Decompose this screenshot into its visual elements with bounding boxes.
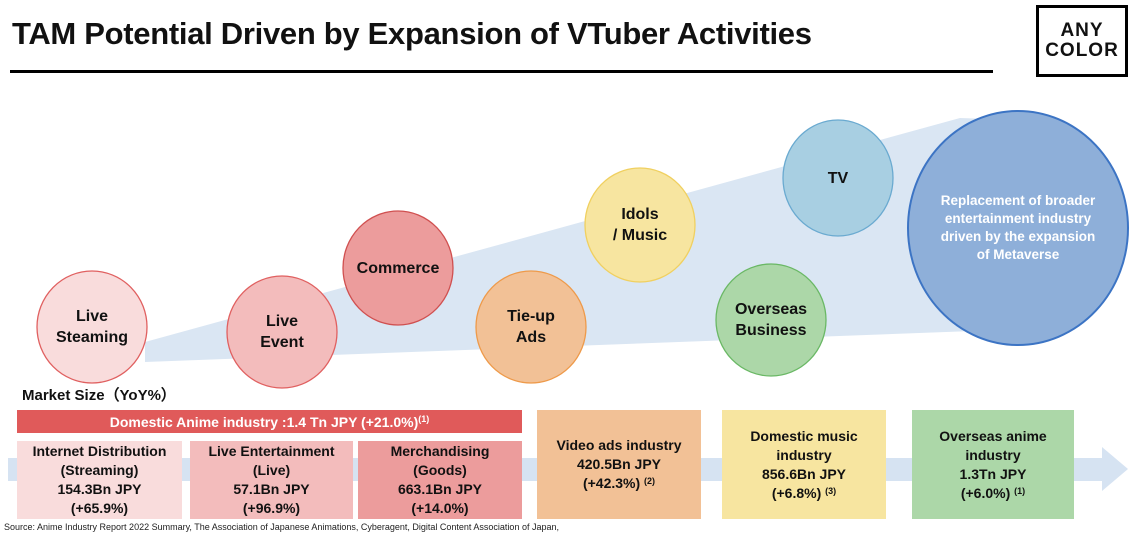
circle-label: TV: [827, 169, 849, 187]
circle-4: [584, 167, 696, 283]
page-title: TAM Potential Driven by Expansion of VTu…: [12, 16, 812, 51]
box-name: Live Entertainment: [208, 443, 335, 459]
box-name: Domestic music: [750, 427, 858, 444]
market-box: Overseas anime industry 1.3Tn JPY (+6.0%) (…: [912, 410, 1074, 519]
box-value: 154.3Bn JPY: [57, 481, 142, 497]
box-sub: (Live): [252, 462, 291, 478]
circle-7: [907, 110, 1129, 346]
box-yoy-line: (+96.9%): [243, 499, 300, 518]
circle-3: [475, 270, 587, 384]
circle-1: [226, 275, 338, 389]
box-value: 856.6Bn JPY: [761, 465, 847, 482]
box-yoy: (+6.8%): [771, 484, 822, 501]
title-underline: [10, 70, 993, 73]
box-yoy-line: (+6.8%) (3): [772, 484, 836, 503]
logo-line-1: ANY: [1060, 20, 1104, 41]
market-box: Merchandising (Goods) 663.1Bn JPY (+14.0%): [358, 441, 522, 519]
circle-label: Replacement of broader entertainment ind…: [940, 193, 1096, 262]
domestic-anime-header: Domestic Anime industry :1.4 Tn JPY (+21…: [17, 410, 522, 433]
box-yoy: (+65.9%): [70, 500, 129, 516]
circle-label: Idols / Music: [612, 206, 668, 244]
box-sub: (Goods): [413, 462, 467, 478]
circle-2: [342, 210, 454, 326]
anime-header-note: (1): [418, 413, 430, 424]
market-box: Domestic music industry 856.6Bn JPY (+6.8%)…: [722, 410, 886, 519]
anycolor-logo: ANY COLOR: [1036, 5, 1128, 77]
circle-5: [715, 263, 827, 377]
box-value: 57.1Bn JPY: [233, 481, 310, 497]
circle-label: Live Event: [260, 313, 304, 351]
logo-line-2: COLOR: [1045, 40, 1119, 61]
box-yoy: (+42.3%): [582, 475, 641, 491]
box-name: Internet Distribution: [32, 443, 167, 459]
box-value: 420.5Bn JPY: [576, 456, 662, 472]
circle-label: Commerce: [356, 259, 440, 277]
circle-0: [36, 270, 148, 384]
box-yoy-line: (+65.9%): [71, 499, 128, 518]
market-size-label: Market Size（YoY%）: [22, 387, 176, 404]
box-name: Video ads industry: [556, 437, 682, 453]
box-note: (1): [1014, 485, 1026, 496]
source-note: Source: Anime Industry Report 2022 Summa…: [4, 522, 559, 532]
anime-header-text: Domestic Anime industry :1.4 Tn JPY (+21…: [109, 413, 419, 430]
circle-label: Tie-up Ads: [507, 308, 555, 346]
box-value: 1.3Tn JPY: [959, 465, 1027, 482]
box-yoy: (+14.0%): [411, 500, 469, 516]
box-name: Merchandising: [390, 443, 490, 459]
box-yoy: (+6.0%): [960, 484, 1011, 501]
box-name: Overseas anime: [939, 427, 1047, 444]
box-yoy: (+96.9%): [242, 500, 301, 516]
circle-6: [782, 119, 894, 237]
box-note: (3): [825, 485, 837, 496]
box-sub: industry: [965, 446, 1021, 463]
box-yoy-line: (+14.0%): [411, 499, 468, 518]
box-note: (2): [644, 476, 656, 486]
market-box: Video ads industry 420.5Bn JPY (+42.3%) (2…: [537, 410, 701, 519]
box-sub: (Streaming): [60, 462, 139, 478]
circle-label: Live Steaming: [55, 308, 128, 346]
market-box: Internet Distribution (Streaming) 154.3Bn …: [17, 441, 182, 519]
circle-label: Overseas Business: [734, 301, 808, 339]
box-sub: industry: [776, 446, 832, 463]
market-box: Live Entertainment (Live) 57.1Bn JPY (+96.9…: [190, 441, 353, 519]
box-yoy-line: (+42.3%) (2): [583, 474, 655, 493]
box-value: 663.1Bn JPY: [397, 481, 483, 497]
box-yoy-line: (+6.0%) (1): [961, 484, 1025, 503]
